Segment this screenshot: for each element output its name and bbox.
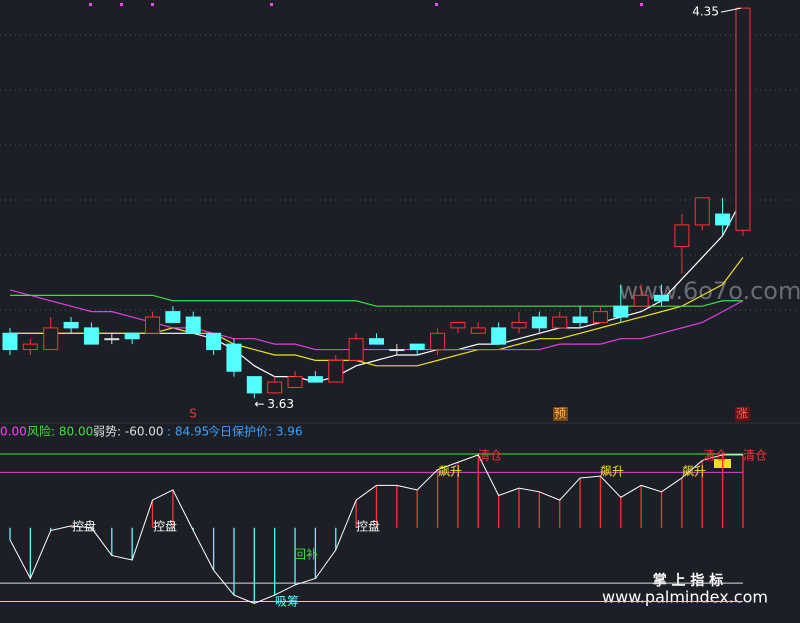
indicator-line bbox=[9, 454, 743, 604]
top-dots bbox=[89, 3, 643, 6]
dot bbox=[89, 3, 92, 6]
candle-body bbox=[145, 316, 161, 334]
annotation: 飙升 bbox=[600, 464, 624, 479]
candle-body bbox=[226, 343, 242, 372]
brand: 掌 上 指 标 bbox=[653, 572, 724, 589]
candle-body bbox=[470, 327, 486, 334]
annotation: 吸筹 bbox=[275, 595, 299, 609]
high-arrow bbox=[720, 7, 742, 13]
candle-body bbox=[572, 316, 588, 323]
candle-body bbox=[165, 311, 181, 323]
decor bbox=[0, 34, 800, 311]
annotation: 控盘 bbox=[72, 519, 96, 534]
candle-body bbox=[430, 332, 446, 351]
dot bbox=[120, 3, 123, 6]
signal: S bbox=[189, 407, 197, 421]
dot bbox=[151, 3, 154, 6]
annotation: 清仓 bbox=[743, 449, 767, 463]
candle-body bbox=[674, 224, 690, 248]
annotation: 清仓 bbox=[703, 449, 727, 463]
candle-body bbox=[735, 7, 751, 231]
candle-body bbox=[389, 349, 405, 352]
candle-body bbox=[633, 294, 649, 307]
signal: 涨 bbox=[736, 406, 748, 421]
candle-body bbox=[715, 213, 731, 226]
candle-body bbox=[83, 327, 99, 345]
signal-box bbox=[735, 407, 750, 421]
url: www.palmindex.com bbox=[602, 588, 768, 607]
candle-body bbox=[124, 332, 140, 340]
candle-body bbox=[368, 338, 384, 345]
moving-average bbox=[9, 289, 744, 351]
candle-body bbox=[613, 305, 629, 318]
candle-body bbox=[246, 376, 262, 394]
signal-box bbox=[553, 407, 568, 421]
candle-body bbox=[185, 316, 201, 334]
candle-body bbox=[694, 197, 710, 226]
candle-body bbox=[654, 294, 670, 302]
candle-body bbox=[348, 338, 364, 361]
candle-body bbox=[450, 321, 466, 329]
candle-body bbox=[43, 327, 59, 351]
candle-body bbox=[104, 338, 120, 341]
candle-body bbox=[531, 316, 547, 329]
annotation: 清仓 bbox=[478, 449, 502, 463]
candle-body bbox=[2, 332, 18, 351]
dot bbox=[640, 3, 643, 6]
candle-body bbox=[63, 321, 79, 329]
header-text: 风险: 80.00 bbox=[27, 424, 93, 439]
candle-body bbox=[267, 381, 283, 394]
low-label: 3.63 bbox=[267, 397, 294, 411]
signal: 预 bbox=[554, 407, 566, 421]
dot bbox=[435, 3, 438, 6]
low-arrow: ← bbox=[254, 397, 264, 411]
candle-body bbox=[328, 359, 344, 383]
annotation: 控盘 bbox=[356, 519, 380, 534]
candle-body bbox=[206, 332, 222, 351]
candle-body bbox=[22, 343, 38, 351]
annotation: 回补 bbox=[294, 548, 318, 562]
candle-body bbox=[491, 327, 507, 345]
high-label: 4.35 bbox=[692, 5, 719, 19]
annotation: 飙升 bbox=[438, 464, 462, 479]
dot bbox=[270, 3, 273, 6]
candle-body bbox=[592, 311, 608, 323]
header-text: 弱势: -60.00 bbox=[93, 425, 164, 439]
annotation: 控盘 bbox=[153, 519, 177, 534]
candle-body bbox=[287, 376, 303, 388]
header-text: : 84.95 bbox=[167, 425, 209, 439]
candle-body bbox=[307, 376, 323, 383]
header-text: 今日保护价: 3.96 bbox=[208, 424, 303, 439]
candle-body bbox=[552, 316, 568, 329]
candle-body bbox=[409, 343, 425, 351]
header-text: 0.00 bbox=[0, 425, 27, 439]
annotation: 飙升 bbox=[682, 464, 706, 479]
candle-body bbox=[511, 321, 527, 329]
